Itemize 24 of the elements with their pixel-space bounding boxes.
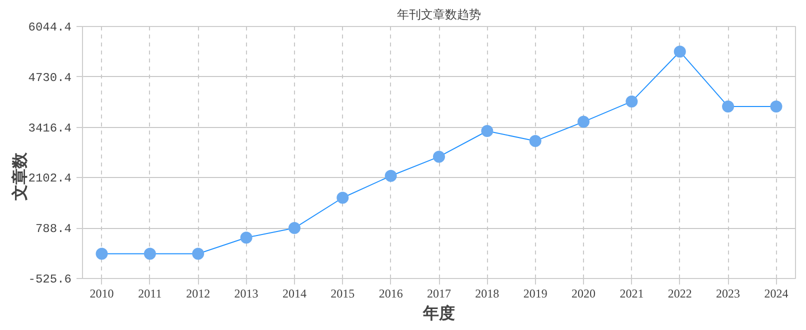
x-tick-label: 2020 bbox=[572, 286, 596, 300]
x-tick-label: 2013 bbox=[234, 286, 258, 300]
x-tick-label: 2017 bbox=[427, 286, 451, 300]
y-axis-title: 文章数 bbox=[10, 152, 29, 202]
x-tick-label: 2018 bbox=[475, 286, 500, 300]
chart-title: 年刊文章数趋势 bbox=[397, 8, 481, 22]
y-tick-label: 2102.4 bbox=[28, 172, 72, 186]
x-tick-label: 2016 bbox=[378, 286, 403, 300]
x-tick-label: 2012 bbox=[186, 286, 210, 300]
x-tick-label: 2015 bbox=[330, 286, 355, 300]
x-tick-label: 2021 bbox=[620, 286, 644, 300]
x-tick-label: 2014 bbox=[282, 286, 306, 300]
y-tick-label: -525.6 bbox=[28, 272, 72, 286]
x-tick-label: 2022 bbox=[668, 286, 692, 300]
y-tick-label: 4730.4 bbox=[28, 70, 72, 85]
x-tick-label: 2011 bbox=[138, 286, 162, 300]
x-tick-label: 2023 bbox=[716, 286, 740, 300]
y-tick-label: 6044.4 bbox=[28, 20, 72, 34]
x-tick-label: 2024 bbox=[764, 286, 788, 300]
x-axis-title: 年度 bbox=[422, 304, 455, 322]
y-tick-label: 788.4 bbox=[35, 222, 72, 236]
x-tick-label: 2010 bbox=[90, 286, 114, 300]
y-tick-label: 3416.4 bbox=[28, 121, 72, 136]
x-tick-label: 2019 bbox=[523, 286, 548, 300]
